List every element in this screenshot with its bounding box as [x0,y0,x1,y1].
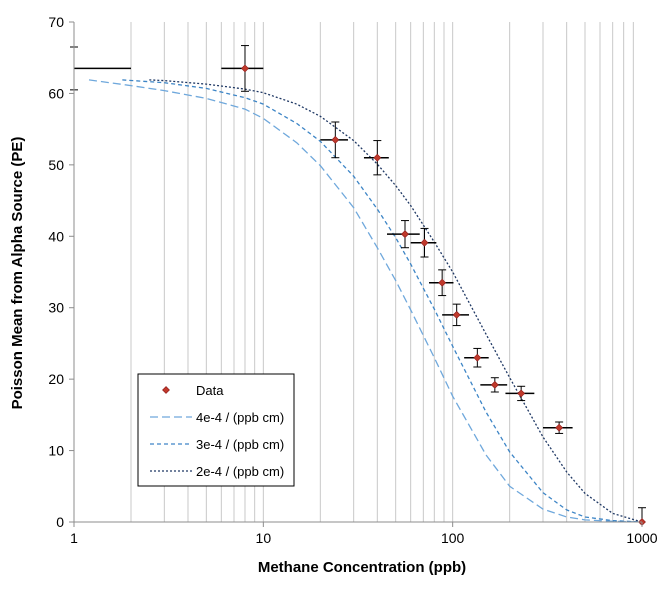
data-point [490,380,499,389]
x-tick-label: 1 [70,530,78,546]
axes [69,21,643,527]
data-point [420,238,429,247]
data-points [241,64,646,526]
y-tick-label: 40 [48,228,64,244]
legend-marker-data [162,386,170,394]
y-axis-title: Poisson Mean from Alpha Source (PE) [9,137,26,410]
y-tick-label: 70 [48,14,64,30]
data-point [331,135,340,144]
x-tick-label: 10 [256,530,272,546]
y-tick-label: 60 [48,85,64,101]
legend-box [137,373,295,487]
curve-3e-4 [122,79,643,523]
data-point [473,353,482,362]
y-tick-label: 20 [48,371,64,387]
data-point [555,423,564,432]
y-tick-label: 30 [48,300,64,316]
data-point [517,389,526,398]
legend-label-3e-4: 3e-4 / (ppb cm) [196,437,284,452]
data-point [241,64,249,73]
data-point [373,153,382,162]
y-tick-label: 50 [48,157,64,173]
data-point [452,310,461,319]
data-point [438,278,447,287]
legend-label-data: Data [196,383,224,398]
y-tick-label: 0 [56,514,64,530]
vertical-gridlines [130,22,634,522]
legend-label-2e-4: 2e-4 / (ppb cm) [196,464,284,479]
x-tick-label: 1000 [626,530,657,546]
legend: Data 4e-4 / (ppb cm) 3e-4 / (ppb cm) 2e-4 /… [137,373,295,487]
model-curves [88,79,643,523]
tick-labels: 0 10 20 30 40 50 60 70 1 10 100 1000 [48,14,657,546]
x-axis-title: Methane Concentration (ppb) [258,559,466,576]
curve-2e-4 [149,79,643,523]
curve-4e-4 [88,79,643,523]
y-tick-label: 10 [48,443,64,459]
x-tick-label: 100 [441,530,465,546]
legend-label-4e-4: 4e-4 / (ppb cm) [196,410,284,425]
data-point [401,230,409,239]
